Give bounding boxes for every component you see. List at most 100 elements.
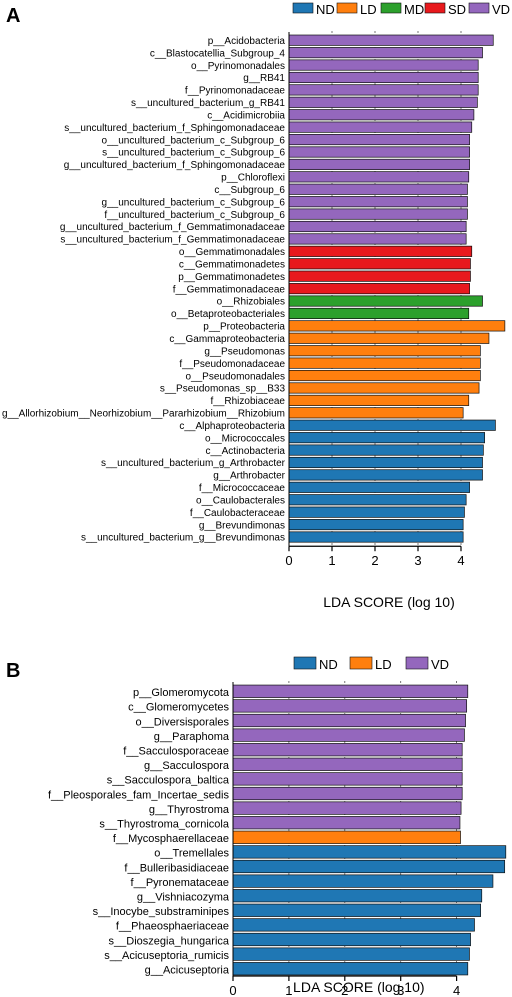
bar-label: p__Glomeromycota [133, 687, 230, 699]
bar-label: f__Sacculosporaceae [123, 745, 229, 757]
bar [232, 874, 494, 888]
legend-label: VD [431, 657, 449, 672]
bar [288, 146, 470, 158]
bar [288, 295, 483, 307]
bar-label: s__Sacculospora_baltica [107, 775, 230, 787]
x-tick-label: 0 [285, 553, 292, 568]
bar-label: f__Mycosphaerellaceae [113, 833, 229, 845]
bar-label: f__Gemmatimonadaceae [173, 284, 286, 295]
panel-a-chart: p__Acidobacteriac__Blastocatellia_Subgro… [2, 2, 510, 610]
bar-label: f__Rhizobiaceae [211, 396, 286, 407]
bar [288, 370, 481, 382]
bar [288, 506, 465, 518]
bar-label: c__Gammaproteobacteria [169, 334, 285, 345]
bar [288, 419, 496, 431]
bar [288, 283, 470, 295]
bar [232, 684, 469, 698]
bar-label: g__Thyrostroma [149, 804, 230, 816]
legend-swatch [336, 2, 358, 14]
bar [288, 494, 467, 506]
bar-label: f__Caulobacteraceae [190, 508, 286, 519]
legend-label: ND [319, 657, 338, 672]
bar-label: c__Actinobacteria [206, 446, 286, 457]
legend-swatch [349, 656, 373, 670]
legend-swatch [468, 2, 490, 14]
bar-label: o__Diversisporales [135, 716, 229, 728]
legend-swatch [292, 2, 314, 14]
bar-label: g__Allorhizobium__Neorhizobium__Pararhiz… [2, 409, 285, 420]
x-tick-label: 4 [453, 983, 460, 997]
bar [288, 432, 485, 444]
x-tick-label: 2 [371, 553, 378, 568]
bar [232, 903, 481, 917]
bar-label: f__Micrococcaceae [199, 483, 286, 494]
bar-label: o__Pyrinomonadales [191, 61, 285, 72]
legend-swatch [424, 2, 446, 14]
bar [288, 121, 473, 133]
bar-label: g__uncultured_bacterium_f_Sphingomonadac… [64, 160, 286, 171]
bar-label: c__Acidimicrobiia [207, 110, 285, 121]
bar-label: g__uncultured_bacterium_f_Gemmatimonadac… [60, 222, 286, 233]
bar [288, 96, 478, 108]
bar-label: s__Inocybe_substraminipes [93, 906, 230, 918]
bar [288, 84, 479, 96]
bar-label: s__Acicuseptoria_rumicis [104, 950, 229, 962]
bar-label: s__uncultured_bacterium_g__Brevundimonas [81, 533, 285, 544]
bar-label: p__Acidobacteria [208, 36, 286, 47]
bar [288, 307, 470, 319]
bar-label: s__uncultured_bacterium_f_Gemmatimonadac… [60, 235, 285, 246]
bar [288, 220, 467, 233]
x-tick-label: 2 [341, 983, 348, 997]
bar [288, 196, 468, 208]
legend-label: LD [375, 657, 392, 672]
bar [288, 34, 494, 46]
bar [232, 772, 463, 786]
bar-label: s__uncultured_bacterium_g_Arthrobacter [101, 458, 286, 469]
bar-label: g__Brevundimonas [199, 520, 285, 531]
bar-label: s__Pseudomonas_sp__B33 [160, 384, 286, 395]
bar [288, 158, 470, 170]
x-tick-label: 0 [229, 983, 236, 997]
bar-label: g__RB41 [243, 73, 285, 84]
bar-label: f__Bulleribasidiaceae [124, 862, 229, 874]
bar [288, 208, 468, 220]
bar-label: p__Proteobacteria [203, 322, 285, 333]
panel-b-chart: p__Glomeromycota c__Glomeromycetes o__Dive… [48, 656, 507, 997]
bar [232, 889, 483, 903]
bar-label: c__Subgroup_6 [214, 185, 285, 196]
bar-label: c__Alphaproteobacteria [179, 421, 285, 432]
bar-label: g__uncultured_bacterium_c_Subgroup_6 [102, 197, 286, 208]
bar-label: g__Vishniacozyma [137, 891, 230, 903]
bar [232, 830, 461, 844]
bar-label: g__Paraphoma [154, 731, 230, 743]
bar-label: c__Blastocatellia_Subgroup_4 [150, 48, 286, 59]
bar [288, 519, 464, 531]
bar-label: o__Tremellales [154, 848, 229, 860]
legend-label: VD [492, 2, 510, 17]
bar-label: p__Gemmatimonadetes [178, 272, 285, 283]
bar-label: s__Dioszegia_hungarica [109, 935, 230, 947]
legend-label: SD [448, 2, 466, 17]
bar [232, 845, 507, 859]
legend-swatch [293, 656, 317, 670]
bar [288, 382, 480, 394]
bar [288, 531, 464, 543]
x-tick-label: 1 [285, 983, 292, 997]
bar [288, 47, 483, 59]
bar [288, 233, 467, 245]
bar [232, 743, 463, 757]
bar [288, 407, 464, 419]
bar-label: o__Rhizobiales [217, 297, 285, 308]
bar [288, 456, 483, 469]
bar [288, 245, 473, 257]
bar-label: g__Sacculospora [144, 760, 230, 772]
x-axis-title: LDA SCORE (log 10) [293, 979, 425, 995]
bar-label: f__Phaeosphaeriaceae [116, 921, 229, 933]
bar [288, 357, 481, 369]
bar [232, 713, 466, 728]
bar-label: g__Arthrobacter [213, 471, 285, 482]
bar [288, 109, 475, 121]
bar-label: g__Acicuseptoria [145, 964, 230, 976]
bar-label: p__Chloroflexi [221, 173, 285, 184]
